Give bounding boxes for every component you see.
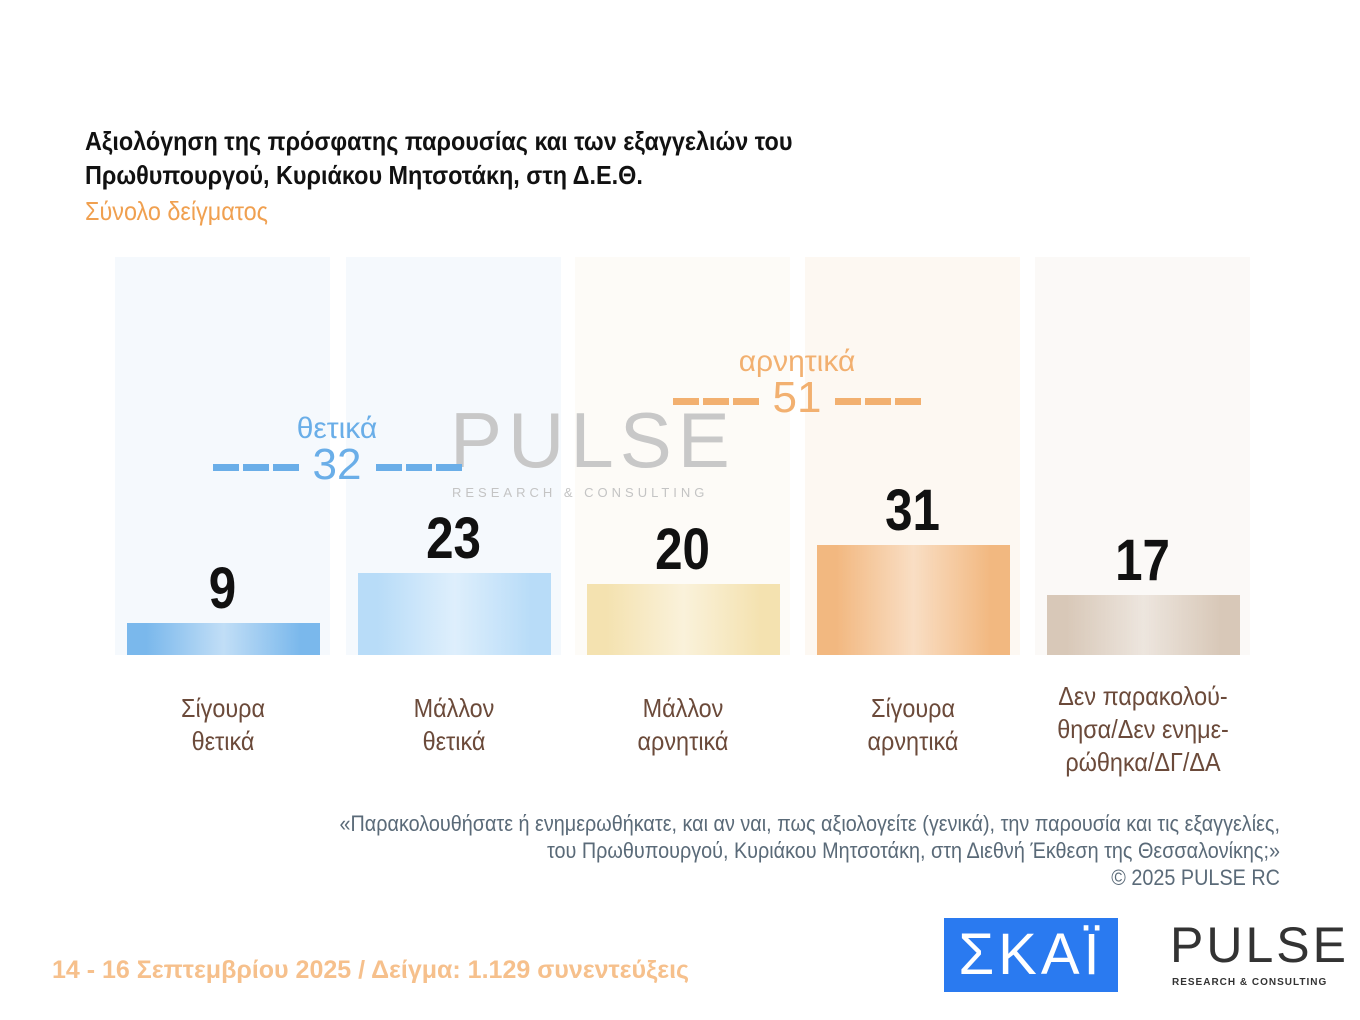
question-note: «Παρακολουθήσατε ή ενημερωθήκατε, και αν… bbox=[340, 810, 1280, 891]
category-label-line: αρνητικά bbox=[637, 726, 729, 756]
group-bracket-line bbox=[376, 464, 462, 471]
group-total: αρνητικά 51 bbox=[667, 345, 927, 423]
category-label-line: ρώθηκα/ΔΓ/ΔΑ bbox=[1065, 747, 1221, 777]
chart-title: Αξιολόγηση της πρόσφατης παρουσίας και τ… bbox=[85, 124, 792, 192]
title-line: Πρωθυπουργού, Κυριάκου Μητσοτάκη, στη Δ.… bbox=[85, 160, 643, 190]
group-bracket-line bbox=[835, 398, 921, 405]
category-label-line: Σίγουρα bbox=[180, 693, 266, 723]
skai-logo: ΣΚΑΪ bbox=[944, 918, 1118, 992]
bar-column bbox=[575, 257, 790, 655]
group-label: θετικά bbox=[296, 412, 378, 445]
category-label-line: Μάλλον bbox=[642, 693, 724, 723]
group-label: αρνητικά bbox=[738, 345, 856, 378]
category-label: Σίγουρα θετικά bbox=[115, 692, 331, 758]
group-bracket-line bbox=[673, 398, 760, 405]
group-value: 32 bbox=[312, 440, 362, 489]
bar bbox=[127, 623, 320, 655]
category-label-line: θετικά bbox=[191, 726, 255, 756]
bar bbox=[817, 544, 1010, 655]
data-label: 9 bbox=[208, 556, 237, 622]
category-label-line: Μάλλον bbox=[413, 693, 495, 723]
title-line: Αξιολόγηση της πρόσφατης παρουσίας και τ… bbox=[85, 126, 793, 156]
bar bbox=[587, 584, 780, 655]
data-label: 20 bbox=[655, 517, 710, 582]
bar-column bbox=[1035, 257, 1250, 655]
category-label-line: Σίγουρα bbox=[870, 693, 956, 723]
bar-column bbox=[346, 257, 561, 655]
category-label: Μάλλον αρνητικά bbox=[575, 692, 791, 758]
note-line: «Παρακολουθήσατε ή ενημερωθήκατε, και αν… bbox=[339, 811, 1280, 836]
group-total: θετικά 32 bbox=[207, 412, 467, 490]
category-label-line: Δεν παρακολού- bbox=[1058, 681, 1228, 711]
pulse-logo-sub: RESEARCH & CONSULTING bbox=[1172, 977, 1328, 988]
category-label-line: θετικά bbox=[422, 726, 486, 756]
category-label-line: θησα/Δεν ενημε- bbox=[1057, 714, 1229, 744]
bar bbox=[1047, 594, 1240, 655]
data-label: 31 bbox=[885, 477, 940, 543]
bar-column bbox=[115, 257, 330, 655]
group-value: 51 bbox=[772, 373, 822, 422]
footer-info: 14 - 16 Σεπτεμβρίου 2025 / Δείγμα: 1.129… bbox=[52, 956, 690, 984]
pulse-logo: PULSE bbox=[1170, 917, 1349, 973]
category-label: Μάλλον θετικά bbox=[346, 692, 562, 758]
category-label-line: αρνητικά bbox=[867, 726, 959, 756]
data-label: 17 bbox=[1115, 527, 1170, 593]
category-label: Σίγουρα αρνητικά bbox=[805, 692, 1021, 758]
bar-column bbox=[805, 257, 1020, 655]
chart-subtitle: Σύνολο δείγματος bbox=[85, 196, 268, 226]
copyright: © 2025 PULSE RC bbox=[1111, 865, 1280, 890]
note-line: του Πρωθυπουργού, Κυριάκου Μητσοτάκη, στ… bbox=[547, 838, 1280, 863]
group-bracket-line bbox=[213, 464, 300, 471]
category-label: Δεν παρακολού-θησα/Δεν ενημε-ρώθηκα/ΔΓ/Δ… bbox=[1035, 680, 1251, 779]
data-label: 23 bbox=[426, 506, 481, 572]
bar bbox=[358, 573, 551, 655]
